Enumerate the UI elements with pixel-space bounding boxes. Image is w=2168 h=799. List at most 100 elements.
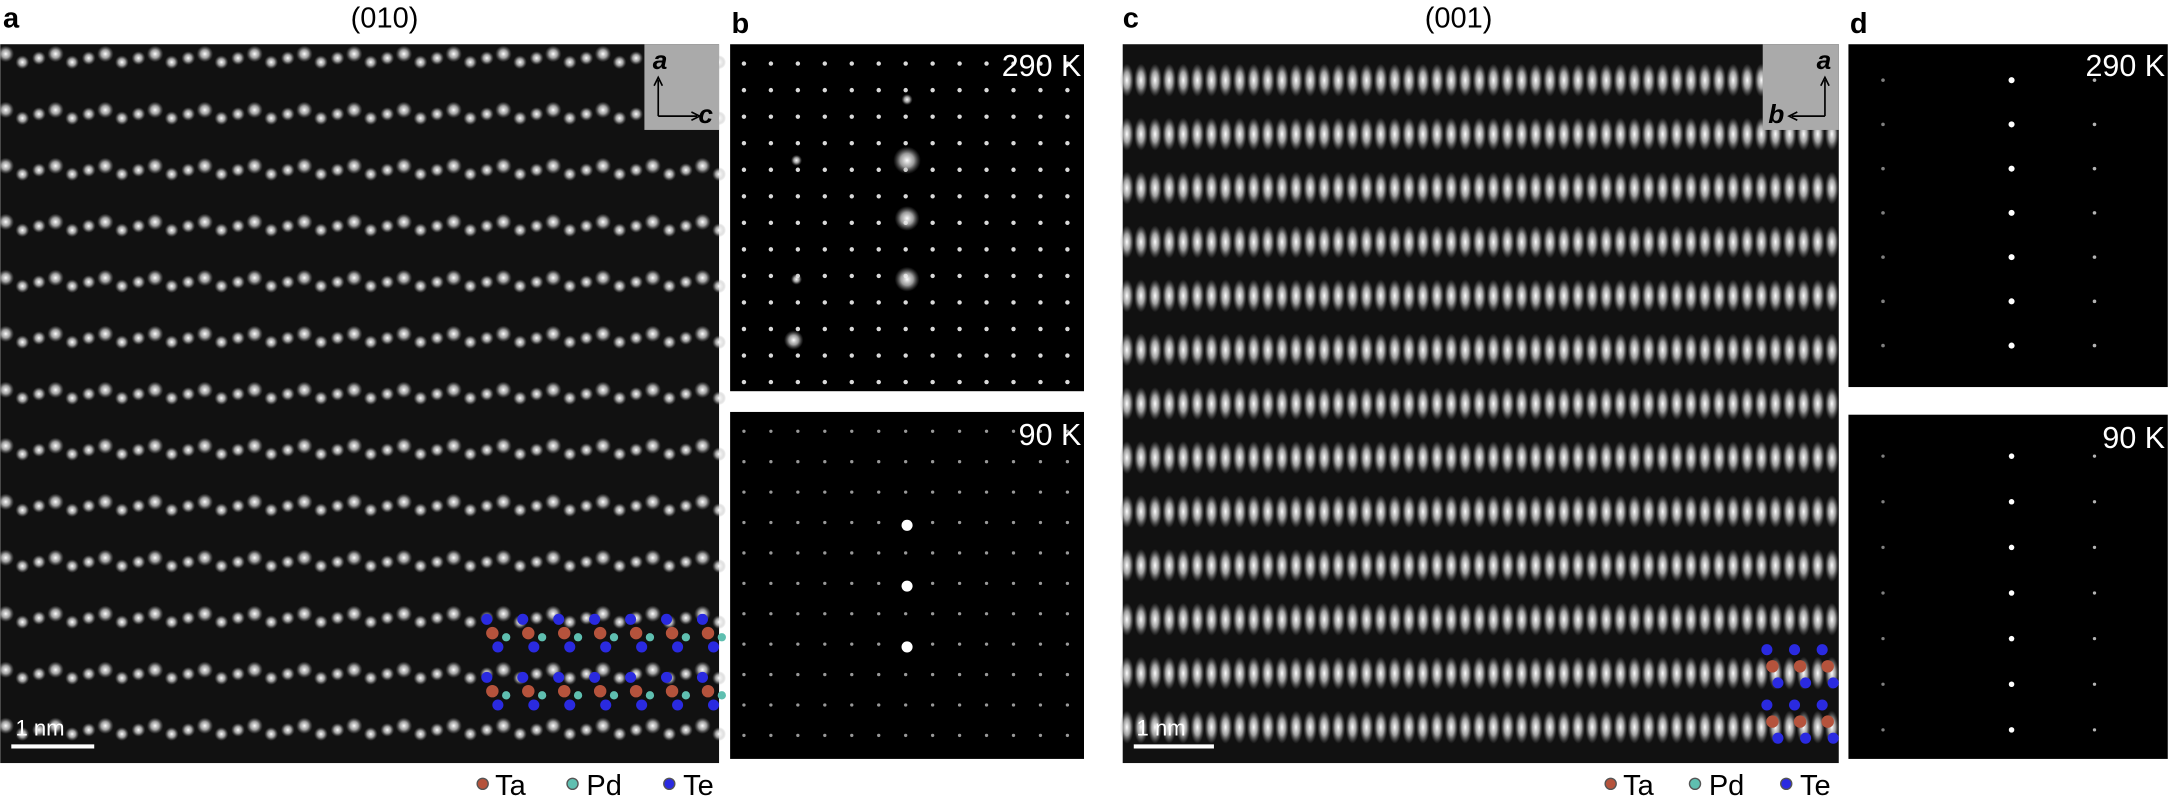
diffraction-spot — [957, 672, 962, 677]
axis-label: a — [1817, 45, 1832, 75]
diffraction-spot — [822, 273, 828, 279]
diffraction-spot — [741, 167, 747, 172]
atom-column — [1204, 440, 1219, 475]
atom-column — [1190, 117, 1205, 151]
atom-column — [1260, 710, 1275, 744]
atom-column — [1148, 63, 1162, 97]
diffraction-spot — [957, 429, 962, 433]
atom-column — [1373, 440, 1388, 475]
atom-column — [1218, 548, 1233, 582]
diffraction-spot — [823, 612, 827, 616]
atom-pd — [609, 633, 619, 642]
atom-column — [1486, 387, 1501, 421]
atom-column — [314, 111, 328, 126]
atom-column — [264, 615, 279, 629]
diffraction-spot — [769, 520, 773, 525]
atom-column — [495, 101, 512, 119]
atom-column — [81, 275, 96, 289]
atom-column — [1768, 548, 1783, 582]
atom-column — [164, 223, 179, 238]
atom-column — [479, 555, 494, 569]
diffraction-spot — [876, 273, 881, 279]
atom-te — [528, 699, 540, 711]
legend-label: Ta — [495, 770, 527, 799]
diffraction-spot — [1011, 672, 1016, 677]
atom-column — [15, 727, 30, 741]
diffraction-spot — [823, 460, 827, 464]
atom-column — [1260, 548, 1275, 582]
atom-column — [146, 45, 164, 63]
atom-column — [1162, 387, 1177, 421]
atom-column — [146, 437, 164, 455]
atom-column — [1613, 602, 1628, 636]
atom-column — [214, 167, 229, 182]
atom-column — [81, 51, 96, 65]
diffraction-spot — [1038, 581, 1043, 586]
image-a — [0, 44, 720, 764]
atom-column — [1190, 494, 1205, 529]
atom-column — [196, 157, 214, 175]
atom-column — [694, 549, 711, 567]
atom-column — [1416, 333, 1430, 367]
atom-column — [231, 666, 245, 681]
diffraction-spot — [850, 672, 854, 677]
diffraction-spot — [2092, 122, 2097, 127]
atom-column — [579, 163, 594, 177]
atom-column — [1514, 333, 1529, 367]
atom-column — [1472, 656, 1487, 690]
atom-column — [330, 51, 345, 65]
atom-column — [363, 167, 378, 182]
atom-column — [1754, 279, 1769, 313]
atom-column — [1260, 387, 1275, 421]
atom-column — [330, 275, 345, 289]
atom-column — [1472, 333, 1487, 367]
atom-column — [678, 722, 693, 737]
atom-column — [562, 727, 577, 741]
diffraction-spot — [1065, 490, 1070, 494]
legend-marker — [1780, 777, 1793, 791]
atom-column — [0, 437, 15, 455]
atom-column — [1345, 333, 1360, 367]
atom-column — [579, 387, 594, 401]
atom-column — [181, 499, 196, 513]
atom-column — [1627, 279, 1642, 313]
atom-column — [495, 45, 512, 63]
atom-column — [1726, 225, 1741, 259]
atom-column — [1260, 656, 1275, 690]
atom-column — [1359, 656, 1374, 690]
atom-column — [1275, 387, 1289, 421]
atom-column — [1585, 63, 1600, 97]
diffraction-spot — [2092, 166, 2097, 171]
atom-column — [1218, 494, 1233, 529]
atom-column — [1486, 333, 1501, 367]
atom-column — [214, 279, 229, 294]
diffraction-spot — [769, 672, 773, 677]
atom-column — [1218, 656, 1233, 690]
atom-column — [1627, 548, 1642, 582]
atom-column — [280, 107, 295, 121]
diffraction-spot — [2008, 727, 2015, 733]
atom-column — [1204, 279, 1219, 313]
atom-column — [231, 51, 245, 65]
atom-column — [445, 437, 462, 455]
diffraction-spot — [984, 672, 989, 677]
atom-column — [1726, 548, 1741, 582]
atom-column — [1317, 387, 1332, 421]
atom-column — [345, 661, 363, 679]
legend-label: Pd — [586, 770, 621, 799]
diffraction-spot — [877, 581, 881, 586]
atom-column — [345, 381, 363, 399]
atom-column — [612, 223, 627, 238]
atom-column — [1613, 117, 1628, 151]
atom-te — [1800, 677, 1812, 689]
atom-column — [15, 671, 30, 685]
diffraction-spot — [850, 429, 854, 433]
atom-column — [1683, 117, 1698, 151]
diffraction-spot — [903, 326, 908, 332]
diffraction-spot — [903, 194, 908, 199]
atom-column — [196, 325, 214, 343]
atom-column — [1585, 279, 1600, 313]
atom-column — [1698, 656, 1712, 690]
atom-column — [1514, 440, 1529, 475]
atom-column — [629, 331, 644, 345]
